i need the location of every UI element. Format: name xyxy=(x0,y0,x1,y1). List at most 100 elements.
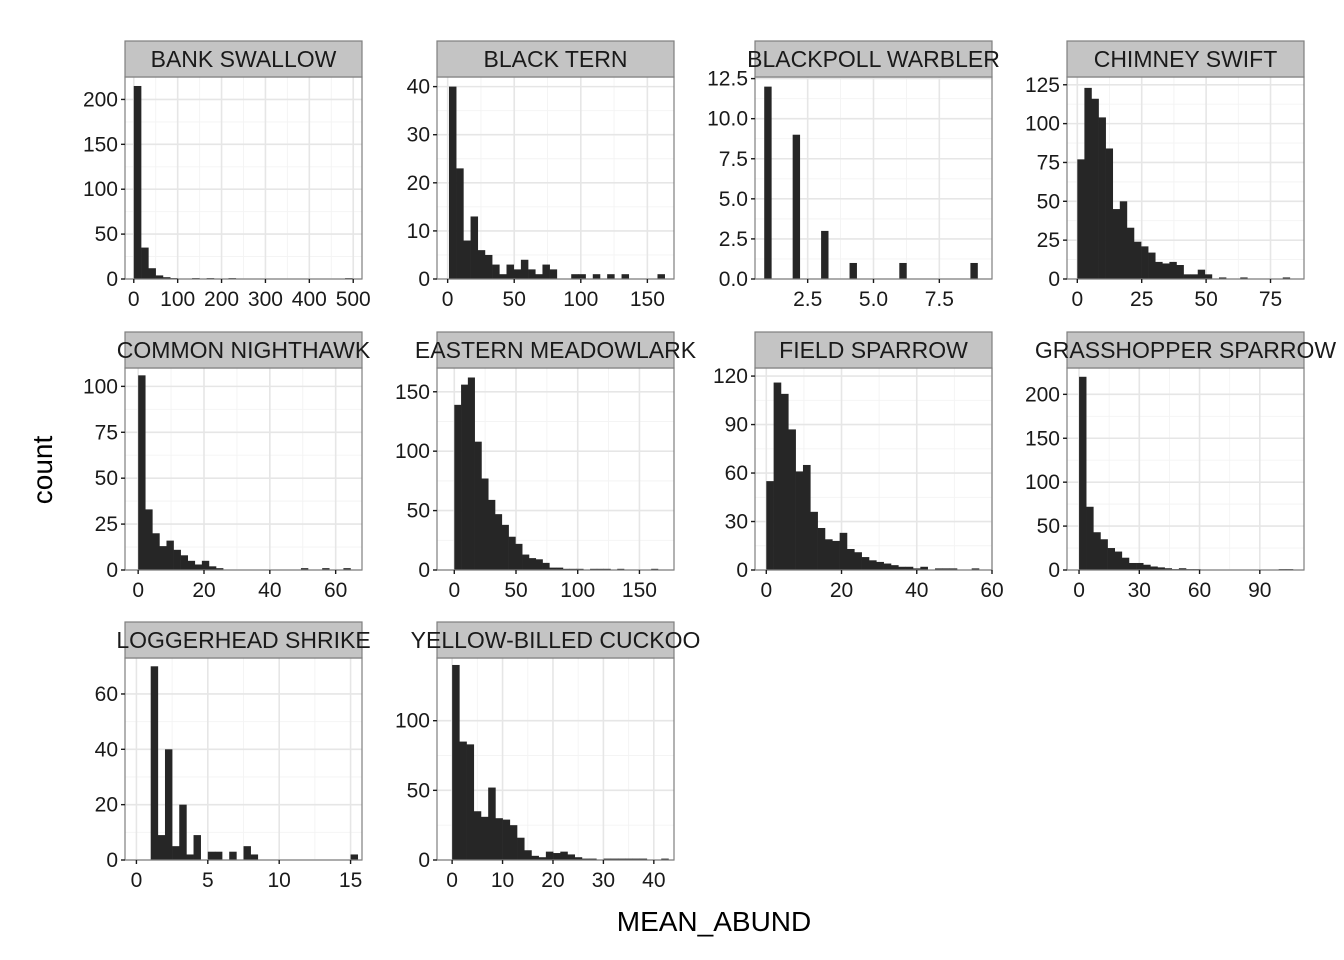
x-tick-label: 20 xyxy=(192,579,215,602)
histogram-bar xyxy=(1204,274,1213,279)
histogram-bar xyxy=(854,552,862,570)
histogram-bar xyxy=(528,269,536,279)
histogram-bar xyxy=(780,393,789,570)
histogram-bar xyxy=(621,274,630,279)
facet-title: LOGGERHEAD SHRIKE xyxy=(116,627,370,653)
y-tick-label: 50 xyxy=(1037,190,1060,213)
histogram-bar xyxy=(1157,567,1165,570)
y-tick-label: 20 xyxy=(407,172,430,195)
histogram-bar xyxy=(1240,277,1248,279)
histogram-bar xyxy=(913,568,921,570)
histogram-bar xyxy=(766,481,774,570)
histogram-bar xyxy=(1093,532,1101,570)
facet-strip xyxy=(754,40,993,78)
histogram-bar xyxy=(513,269,522,279)
histogram-bar xyxy=(456,168,464,279)
histogram-bar xyxy=(639,858,648,860)
histogram-bar xyxy=(509,825,518,860)
x-tick-label: 50 xyxy=(503,288,526,311)
facet-title: EASTERN MEADOWLARK xyxy=(415,337,697,363)
y-tick-label: 50 xyxy=(95,467,118,490)
x-tick-label: 200 xyxy=(204,288,239,311)
histogram-bar xyxy=(920,566,928,570)
histogram-bar xyxy=(603,858,612,860)
x-tick-label: 100 xyxy=(160,288,195,311)
y-tick-label: 0 xyxy=(418,849,430,872)
facet-black-tern: BLACK TERN 0 50 100 150 0 10 20 30 40 xyxy=(407,40,675,311)
x-tick-label: 60 xyxy=(980,579,1003,602)
histogram-bar xyxy=(625,858,633,860)
histogram-bar xyxy=(517,837,525,860)
bars xyxy=(452,664,669,860)
y-tick-label: 0 xyxy=(1048,268,1060,291)
bars xyxy=(764,86,978,279)
y-tick-label: 100 xyxy=(1025,471,1060,494)
y-tick-label: 60 xyxy=(725,462,748,485)
histogram-bar xyxy=(1119,201,1128,279)
histogram-bar xyxy=(949,568,958,570)
x-tick-label: 10 xyxy=(268,869,291,892)
histogram-bar xyxy=(610,858,619,860)
histogram-bar xyxy=(935,568,943,570)
histogram-bar xyxy=(520,259,529,279)
x-tick-label: 15 xyxy=(339,869,362,892)
y-axis-title: count xyxy=(27,436,58,505)
histogram-bar xyxy=(535,559,543,570)
y-tick-label: 150 xyxy=(1025,427,1060,450)
histogram-bar xyxy=(1098,117,1106,280)
histogram-bar xyxy=(1176,265,1184,279)
histogram-bar xyxy=(890,565,899,570)
histogram-bar xyxy=(528,558,537,570)
histogram-bar xyxy=(343,568,351,570)
histogram-bar xyxy=(898,566,906,570)
histogram-bar xyxy=(545,851,554,860)
histogram-bar xyxy=(1218,277,1227,279)
y-tick-label: 50 xyxy=(407,500,430,523)
histogram-bar xyxy=(1128,562,1137,570)
histogram-bar xyxy=(201,560,210,570)
facet-title: BLACK TERN xyxy=(483,46,627,72)
y-tick-label: 0 xyxy=(1048,559,1060,582)
histogram-bar xyxy=(481,478,489,570)
histogram-bar xyxy=(150,666,159,860)
y-tick-label: 100 xyxy=(83,178,118,201)
x-tick-label: 0 xyxy=(442,288,454,311)
y-tick-label: 0 xyxy=(106,849,118,872)
histogram-bar xyxy=(1169,261,1177,279)
y-tick-label: 12.5 xyxy=(707,68,748,91)
facet-field-sparrow: FIELD SPARROW 0 20 40 60 0 30 60 90 120 xyxy=(713,331,1004,602)
x-tick-label: 0 xyxy=(1073,579,1085,602)
facet-strip xyxy=(124,40,363,78)
histogram-bar xyxy=(542,264,550,279)
histogram-bar xyxy=(1107,548,1116,570)
facet-strip xyxy=(754,331,993,369)
histogram-bar xyxy=(187,560,196,570)
y-tick-label: 60 xyxy=(95,683,118,706)
facet-title: BANK SWALLOW xyxy=(151,46,337,72)
x-tick-label: 10 xyxy=(491,869,514,892)
histogram-bar xyxy=(350,854,359,860)
histogram-bar xyxy=(1150,566,1158,570)
x-tick-label: 0 xyxy=(760,579,772,602)
histogram-bar xyxy=(461,384,469,570)
y-tick-label: 2.5 xyxy=(719,228,748,251)
histogram-bar xyxy=(795,471,804,570)
histogram-bar xyxy=(581,858,590,860)
facet-blackpoll-warbler: BLACKPOLL WARBLER 2.5 5.0 7.5 0.0 2.5 5.0 7.5 10… xyxy=(707,40,1000,311)
histogram-bar xyxy=(1183,274,1191,279)
histogram-bar xyxy=(524,850,532,860)
histogram-bar xyxy=(1190,274,1199,279)
x-tick-label: 50 xyxy=(504,579,527,602)
bars xyxy=(150,666,359,860)
y-tick-label: 40 xyxy=(407,76,430,99)
histogram-bar xyxy=(1143,564,1151,570)
histogram-bar xyxy=(861,557,870,570)
histogram-bar xyxy=(574,857,583,860)
histogram-bar xyxy=(542,562,550,570)
histogram-bar xyxy=(164,749,173,860)
histogram-bar xyxy=(152,533,160,570)
y-tick-label: 0 xyxy=(736,559,748,582)
histogram-bar xyxy=(508,536,516,570)
histogram-bar xyxy=(463,240,471,279)
